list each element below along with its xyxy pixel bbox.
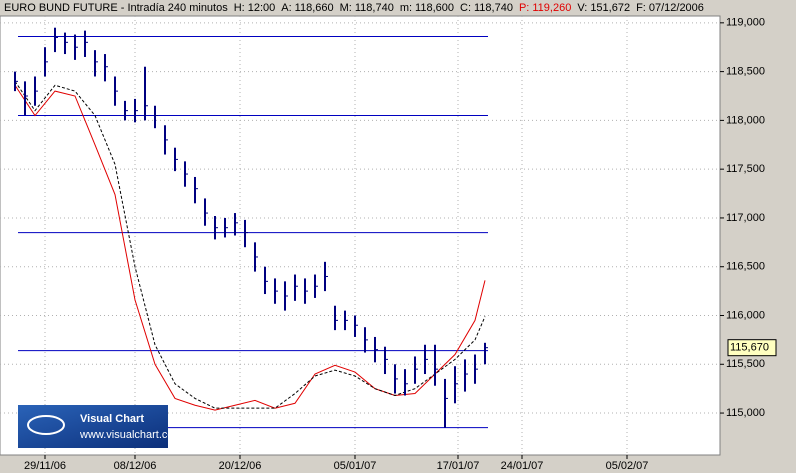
header-value: 119,260	[532, 2, 571, 14]
header-label: C:	[460, 2, 471, 14]
y-tick-label: 117,000	[726, 212, 765, 224]
x-tick-label: 08/12/06	[114, 460, 157, 472]
header-label: M:	[340, 2, 352, 14]
x-tick-label: 17/01/07	[437, 460, 480, 472]
last-price-box	[727, 339, 777, 357]
header-label: m:	[400, 2, 412, 14]
header-value: 118,600	[415, 2, 454, 14]
y-tick-label: 118,000	[726, 114, 765, 126]
header-value: 118,740	[355, 2, 394, 14]
y-tick-label: 118,500	[726, 66, 765, 78]
moving-average	[14, 81, 486, 409]
plot-area	[0, 15, 721, 456]
x-tick-label: 29/11/06	[24, 460, 66, 472]
header-value: 07/12/2006	[649, 2, 704, 14]
logo-url: www.visualchart.com	[79, 429, 183, 441]
y-tick-label: 115,000	[726, 407, 765, 419]
header-value: 118,740	[474, 2, 513, 14]
logo-title: Visual Chart	[80, 413, 144, 425]
y-tick-label: 115,500	[726, 358, 765, 370]
x-tick-label: 20/12/06	[219, 460, 262, 472]
logo-box	[18, 405, 168, 448]
header-label: V:	[577, 2, 587, 14]
x-tick-label: 24/01/07	[501, 460, 544, 472]
header-value: 118,660	[295, 2, 334, 14]
y-tick-label: 119,000	[726, 17, 765, 29]
header-value: 151,672	[590, 2, 630, 14]
moving-average	[14, 84, 486, 411]
header-value: 12:00	[248, 2, 276, 14]
header-label: H:	[234, 2, 245, 14]
logo-icon	[27, 415, 65, 435]
last-price-label: 115,670	[730, 342, 769, 354]
header-label: A:	[281, 2, 291, 14]
y-tick-label: 116,500	[726, 261, 765, 273]
header-label: F:	[636, 2, 646, 14]
chart-title: EURO BUND FUTURE - Intradía 240 minutos	[4, 2, 228, 14]
header-label: P:	[519, 2, 529, 14]
y-tick-label: 117,500	[726, 163, 765, 175]
x-tick-label: 05/01/07	[334, 460, 377, 472]
x-tick-label: 05/02/07	[606, 460, 649, 472]
y-tick-label: 116,000	[726, 309, 765, 321]
